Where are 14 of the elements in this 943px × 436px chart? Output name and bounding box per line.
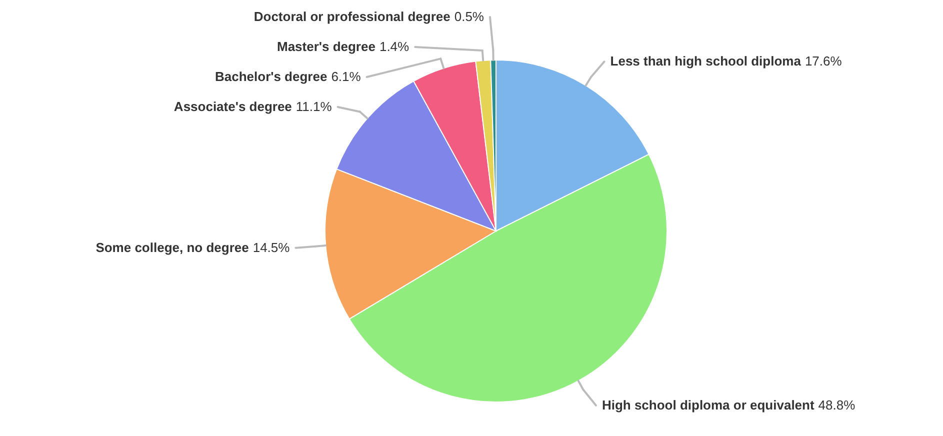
data-label: 1.4% (379, 39, 410, 54)
slice-label: Doctoral or professional degree (254, 9, 450, 24)
slice-label: Some college, no degree (96, 240, 249, 255)
slice-label: Master's degree (276, 39, 376, 54)
slice-label: Associate's degree (174, 99, 292, 114)
data-label: 48.8% (818, 397, 856, 412)
slice-label: Bachelor's degree (214, 69, 328, 84)
data-label: 14.5% (252, 240, 290, 255)
data-label: 11.1% (296, 99, 332, 114)
data-label: 6.1% (331, 69, 362, 84)
slice-label: High school diploma or equivalent (602, 397, 815, 412)
data-label: 17.6% (804, 54, 842, 69)
slice-label: Less than high school diploma (610, 54, 802, 69)
data-label: 0.5% (454, 9, 484, 24)
